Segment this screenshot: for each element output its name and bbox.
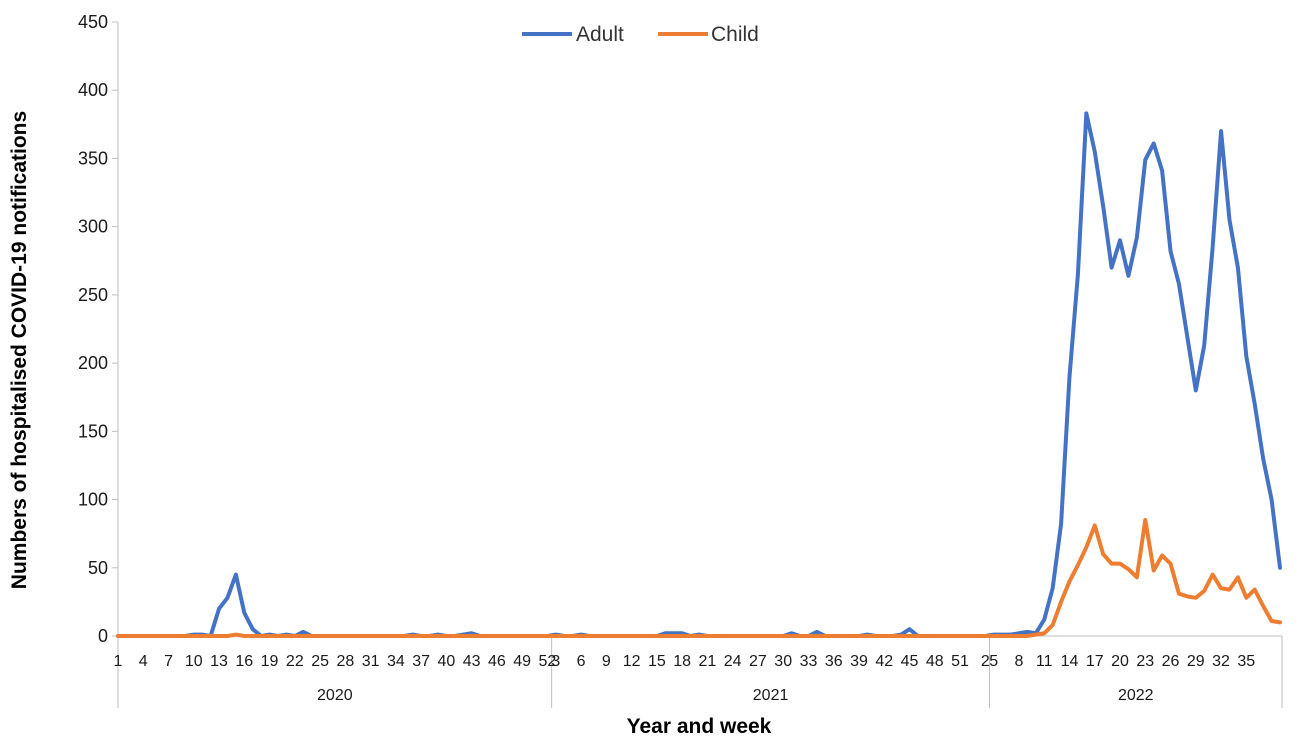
x-tick-label: 30	[774, 653, 792, 670]
x-tick-label: 35	[1237, 653, 1255, 670]
y-tick-label: 250	[78, 285, 108, 305]
x-tick-label: 21	[699, 653, 717, 670]
legend: Adult Child	[522, 23, 759, 46]
y-tick-label: 150	[78, 421, 108, 441]
series-lines	[116, 111, 1282, 638]
x-tick-label: 20	[1111, 653, 1129, 670]
x-tick-label: 19	[261, 653, 279, 670]
x-tick-label: 52	[539, 653, 557, 670]
x-tick-label: 31	[362, 653, 380, 670]
x-axis-title: Year and week	[627, 715, 772, 738]
x-tick-label: 8	[1015, 653, 1024, 670]
x-tick-label: 45	[901, 653, 919, 670]
y-tick-label: 50	[88, 558, 108, 578]
x-tick-label: 28	[336, 653, 354, 670]
x-tick-label: 43	[463, 653, 481, 670]
x-tick-label: 2	[981, 653, 990, 670]
x-tick-label: 24	[724, 653, 742, 670]
x-tick-label: 42	[875, 653, 893, 670]
x-tick-label: 3	[551, 653, 560, 670]
y-tick-label: 300	[78, 217, 108, 237]
x-tick-label: 1	[114, 653, 123, 670]
x-tick-label: 25	[311, 653, 329, 670]
x-tick-label: 4	[139, 653, 148, 670]
y-tick-label: 350	[78, 148, 108, 168]
x-tick-label: 33	[800, 653, 818, 670]
x-tick-label: 40	[437, 653, 455, 670]
x-tick-label: 48	[926, 653, 944, 670]
x-tick-label: 7	[164, 653, 173, 670]
x-tick-label: 32	[1212, 653, 1230, 670]
series-line-child	[116, 518, 1282, 638]
y-tick-label: 100	[78, 490, 108, 510]
x-tick-label: 11	[1036, 653, 1053, 670]
x-tick-label: 18	[673, 653, 691, 670]
x-tick-label: 16	[235, 653, 253, 670]
x-tick-label: 37	[412, 653, 430, 670]
x-tick-label: 26	[1162, 653, 1180, 670]
y-tick-label: 200	[78, 353, 108, 373]
x-tick-label: 14	[1061, 653, 1079, 670]
y-tick-label: 0	[98, 626, 108, 646]
year-label: 2021	[753, 687, 789, 704]
x-tick-label: 6	[577, 653, 586, 670]
x-tick-label: 49	[513, 653, 531, 670]
x-tick-label: 5	[989, 653, 998, 670]
x-tick-label: 27	[749, 653, 767, 670]
x-tick-label: 29	[1187, 653, 1205, 670]
y-tick-label: 400	[78, 80, 108, 100]
x-tick-label: 22	[286, 653, 304, 670]
x-tick-label: 15	[648, 653, 666, 670]
x-tick-label: 36	[825, 653, 843, 670]
x-tick-label: 9	[602, 653, 611, 670]
year-label: 2020	[317, 687, 353, 704]
legend-child-label: Child	[711, 23, 759, 46]
y-tick-label: 450	[78, 12, 108, 32]
year-label: 2022	[1118, 687, 1154, 704]
x-tick-label: 51	[951, 653, 969, 670]
x-tick-label: 23	[1136, 653, 1154, 670]
x-tick-label: 46	[488, 653, 506, 670]
x-tick-label: 12	[623, 653, 641, 670]
x-tick-label: 10	[185, 653, 203, 670]
y-axis-title: Numbers of hospitalised COVID-19 notific…	[8, 111, 31, 589]
x-tick-label: 13	[210, 653, 228, 670]
legend-adult-label: Adult	[576, 23, 624, 46]
x-tick-label: 39	[850, 653, 868, 670]
x-tick-label: 17	[1086, 653, 1104, 670]
x-tick-label: 34	[387, 653, 405, 670]
